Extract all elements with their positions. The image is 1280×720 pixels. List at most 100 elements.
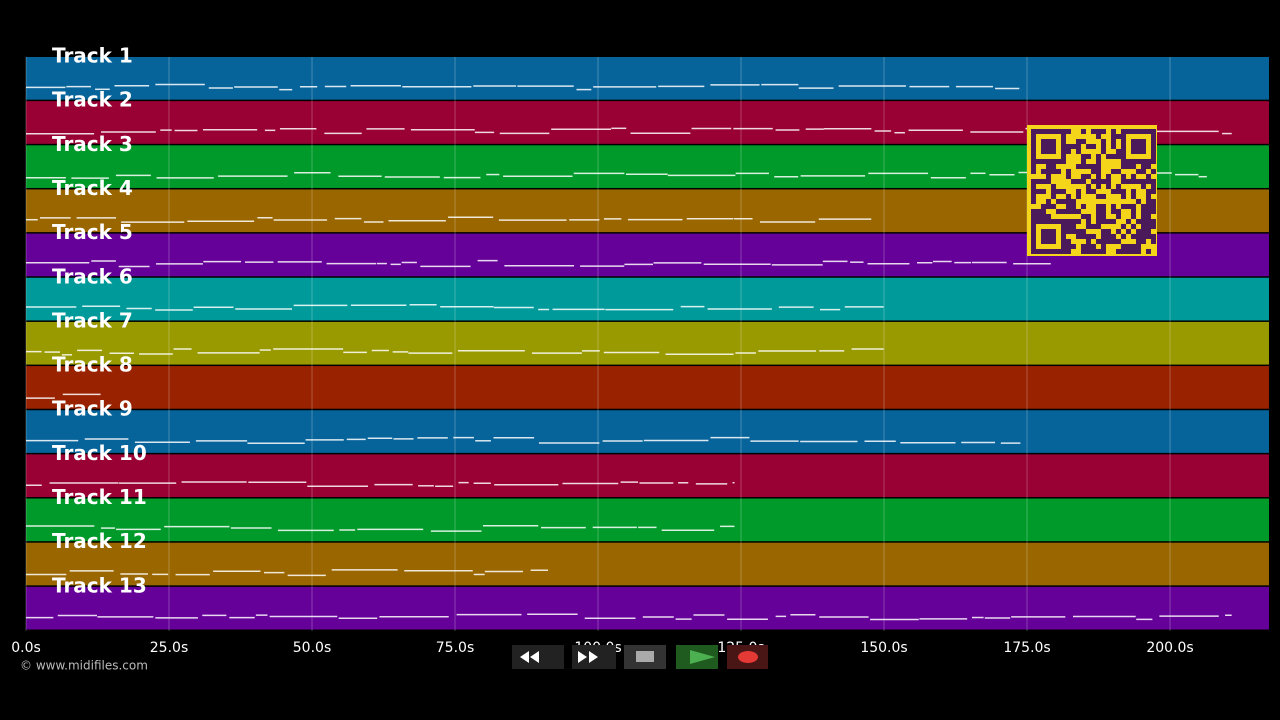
qr-cell	[1121, 179, 1126, 184]
qr-cell	[1046, 229, 1051, 234]
qr-cell	[1086, 214, 1091, 219]
track-label: Track 1	[52, 44, 133, 68]
qr-cell	[1046, 174, 1051, 179]
qr-cell	[1066, 149, 1071, 154]
qr-cell	[1141, 209, 1146, 214]
qr-cell	[1066, 169, 1071, 174]
qr-cell	[1051, 184, 1056, 189]
qr-cell	[1131, 129, 1136, 134]
qr-cell	[1146, 214, 1151, 219]
qr-cell	[1061, 129, 1066, 134]
qr-cell	[1096, 174, 1101, 179]
qr-cell	[1036, 209, 1041, 214]
qr-cell	[1121, 134, 1126, 139]
notes	[26, 83, 1232, 621]
qr-cell	[1151, 189, 1156, 194]
qr-cell	[1066, 174, 1071, 179]
qr-cell	[1091, 164, 1096, 169]
qr-cell	[1096, 209, 1101, 214]
qr-cell	[1131, 189, 1136, 194]
qr-cell	[1131, 209, 1136, 214]
qr-cell	[1096, 194, 1101, 199]
qr-cell	[1136, 179, 1141, 184]
qr-cell	[1146, 219, 1151, 224]
qr-cell	[1046, 179, 1051, 184]
qr-cell	[1136, 239, 1141, 244]
qr-cell	[1151, 219, 1156, 224]
qr-cell	[1031, 134, 1036, 139]
qr-cell	[1031, 129, 1036, 134]
qr-cell	[1046, 239, 1051, 244]
tick-label: 200.0s	[1146, 640, 1193, 656]
qr-cell	[1066, 129, 1071, 134]
qr-cell	[1071, 199, 1076, 204]
qr-cell	[1151, 184, 1156, 189]
track-row	[26, 366, 1269, 409]
track-row	[26, 277, 1269, 321]
qr-cell	[1071, 179, 1076, 184]
qr-cell	[1106, 154, 1111, 159]
qr-cell	[1051, 249, 1056, 254]
qr-cell	[1036, 189, 1041, 194]
qr-cell	[1046, 234, 1051, 239]
track-row	[26, 321, 1269, 365]
qr-cell	[1096, 219, 1101, 224]
qr-cell	[1111, 234, 1116, 239]
qr-cell	[1111, 219, 1116, 224]
qr-cell	[1151, 209, 1156, 214]
qr-cell	[1141, 219, 1146, 224]
qr-cell	[1116, 249, 1121, 254]
qr-cell	[1081, 179, 1086, 184]
qr-cell	[1031, 139, 1036, 144]
qr-cell	[1106, 184, 1111, 189]
qr-cell	[1036, 219, 1041, 224]
track-row	[26, 498, 1269, 542]
tick-label: 0.0s	[11, 640, 41, 656]
qr-cell	[1031, 149, 1036, 154]
qr-cell	[1141, 144, 1146, 149]
qr-cell	[1046, 139, 1051, 144]
qr-cell	[1146, 199, 1151, 204]
qr-cell	[1116, 239, 1121, 244]
track-row	[26, 410, 1269, 453]
track-label: Track 11	[52, 485, 147, 509]
qr-cell	[1071, 244, 1076, 249]
qr-cell	[1086, 224, 1091, 229]
qr-cell	[1041, 149, 1046, 154]
qr-cell	[1096, 239, 1101, 244]
qr-cell	[1076, 179, 1081, 184]
qr-cell	[1136, 129, 1141, 134]
qr-cell	[1111, 209, 1116, 214]
qr-cell	[1101, 244, 1106, 249]
qr-cell	[1081, 244, 1086, 249]
qr-cell	[1076, 234, 1081, 239]
qr-cell	[1146, 234, 1151, 239]
qr-cell	[1041, 239, 1046, 244]
qr-cell	[1131, 144, 1136, 149]
qr-cell	[1121, 139, 1126, 144]
qr-cell	[1101, 179, 1106, 184]
qr-cell	[1126, 249, 1131, 254]
qr-cell	[1051, 219, 1056, 224]
qr-cell	[1086, 144, 1091, 149]
qr-cell	[1091, 234, 1096, 239]
qr-cell	[1041, 234, 1046, 239]
qr-cell	[1096, 164, 1101, 169]
qr-cell	[1081, 249, 1086, 254]
qr-cell	[1031, 234, 1036, 239]
qr-cell	[1056, 159, 1061, 164]
qr-cell	[1101, 229, 1106, 234]
qr-cell	[1081, 234, 1086, 239]
qr-cell	[1031, 144, 1036, 149]
qr-cell	[1151, 239, 1156, 244]
qr-cell	[1076, 144, 1081, 149]
qr-cell	[1086, 174, 1091, 179]
qr-cell	[1091, 249, 1096, 254]
qr-cell	[1141, 214, 1146, 219]
qr-cell	[1121, 234, 1126, 239]
qr-cell	[1046, 249, 1051, 254]
qr-cell	[1041, 214, 1046, 219]
qr-cell	[1151, 204, 1156, 209]
qr-cell	[1056, 129, 1061, 134]
qr-cell	[1061, 189, 1066, 194]
